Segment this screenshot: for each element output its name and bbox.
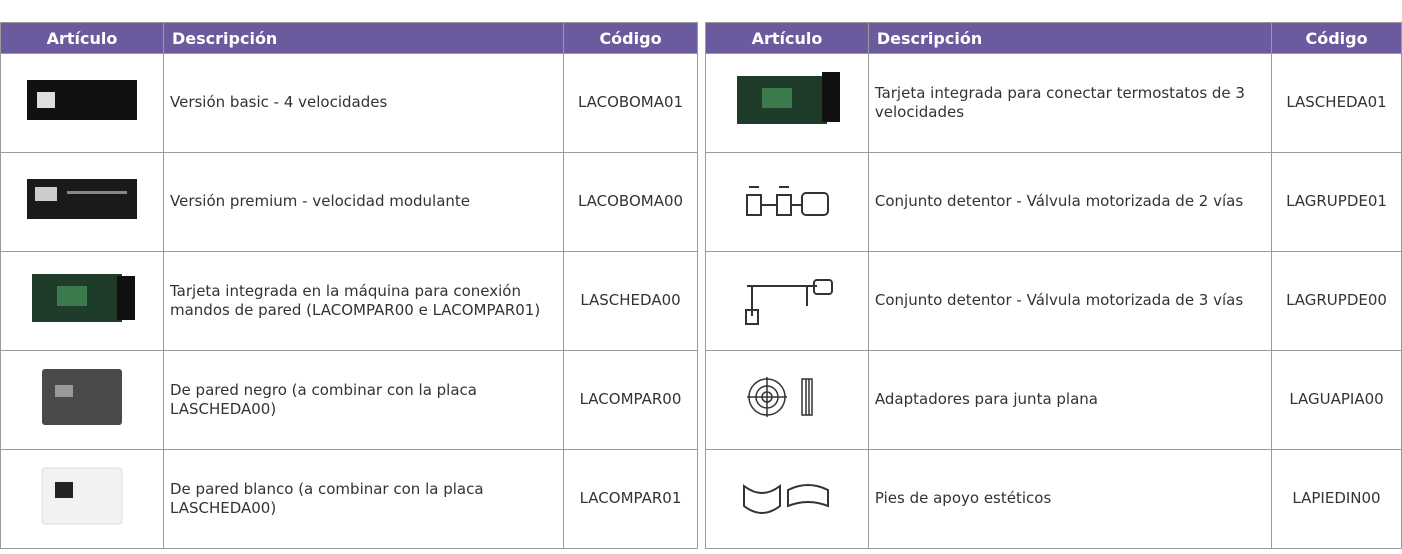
product-image xyxy=(736,72,840,125)
description: Conjunto detentor - Válvula motorizada d… xyxy=(867,251,1273,351)
article-image xyxy=(0,53,164,153)
header-row: Artículo Descripción Código xyxy=(0,22,698,54)
article-image xyxy=(705,350,869,450)
row: Pies de apoyo estéticos LAPIEDIN00 xyxy=(705,449,1402,549)
column-header: Artículo xyxy=(705,22,869,54)
column-header: Descripción xyxy=(163,22,564,54)
row: Conjunto detentor - Válvula motorizada d… xyxy=(705,152,1402,252)
code: LASCHEDA01 xyxy=(1271,53,1402,153)
description: Tarjeta integrada para conectar termosta… xyxy=(867,53,1273,153)
row: De pared negro (a combinar con la placa … xyxy=(0,350,698,450)
tables: Artículo Descripción Código Versión basic -… xyxy=(0,22,1402,552)
product-image xyxy=(41,467,123,525)
product-image xyxy=(32,274,135,323)
header-row: Artículo Descripción Código xyxy=(705,22,1402,54)
article-image xyxy=(705,251,869,351)
product-image xyxy=(745,186,829,217)
product-image xyxy=(744,279,833,326)
code: LAGRUPDE00 xyxy=(1271,251,1402,351)
row: De pared blanco (a combinar con la placa… xyxy=(0,449,698,549)
product-image xyxy=(27,80,137,121)
article-image xyxy=(705,53,869,153)
article-image xyxy=(0,152,164,252)
row: Conjunto detentor - Válvula motorizada d… xyxy=(705,251,1402,351)
column-header: Código xyxy=(1271,22,1402,54)
article-image xyxy=(0,251,164,351)
code: LASCHEDA00 xyxy=(563,251,698,351)
description: Adaptadores para junta plana xyxy=(867,350,1273,450)
description: Conjunto detentor - Válvula motorizada d… xyxy=(867,152,1273,252)
description: Versión premium - velocidad modulante xyxy=(163,152,564,252)
column-header: Artículo xyxy=(0,22,164,54)
column-header: Descripción xyxy=(867,22,1273,54)
code: LACOMPAR00 xyxy=(563,350,698,450)
code: LAGRUPDE01 xyxy=(1271,152,1402,252)
row: Versión basic - 4 velocidades LACOBOMA01 xyxy=(0,53,698,153)
code: LACOMPAR01 xyxy=(563,449,698,549)
description: Pies de apoyo estéticos xyxy=(867,449,1273,549)
row: Versión premium - velocidad modulante LAC… xyxy=(0,152,698,252)
code: LACOBOMA00 xyxy=(563,152,698,252)
product-image xyxy=(746,377,813,418)
description: De pared blanco (a combinar con la placa… xyxy=(163,449,564,549)
description: De pared negro (a combinar con la placa … xyxy=(163,350,564,450)
product-image xyxy=(42,369,122,426)
product-image xyxy=(742,484,829,515)
row: Tarjeta integrada para conectar termosta… xyxy=(705,53,1402,153)
table: Artículo Descripción Código Tarjeta integra… xyxy=(705,22,1402,549)
product-image xyxy=(27,179,137,220)
row: Adaptadores para junta plana LAGUAPIA00 xyxy=(705,350,1402,450)
article-image xyxy=(0,350,164,450)
code: LAGUAPIA00 xyxy=(1271,350,1402,450)
article-image xyxy=(705,449,869,549)
table: Artículo Descripción Código Versión basic -… xyxy=(0,22,698,549)
column-header: Código xyxy=(563,22,698,54)
row: Tarjeta integrada en la máquina para con… xyxy=(0,251,698,351)
code: LACOBOMA01 xyxy=(563,53,698,153)
article-image xyxy=(705,152,869,252)
description: Tarjeta integrada en la máquina para con… xyxy=(163,251,564,351)
description: Versión basic - 4 velocidades xyxy=(163,53,564,153)
code: LAPIEDIN00 xyxy=(1271,449,1402,549)
article-image xyxy=(0,449,164,549)
